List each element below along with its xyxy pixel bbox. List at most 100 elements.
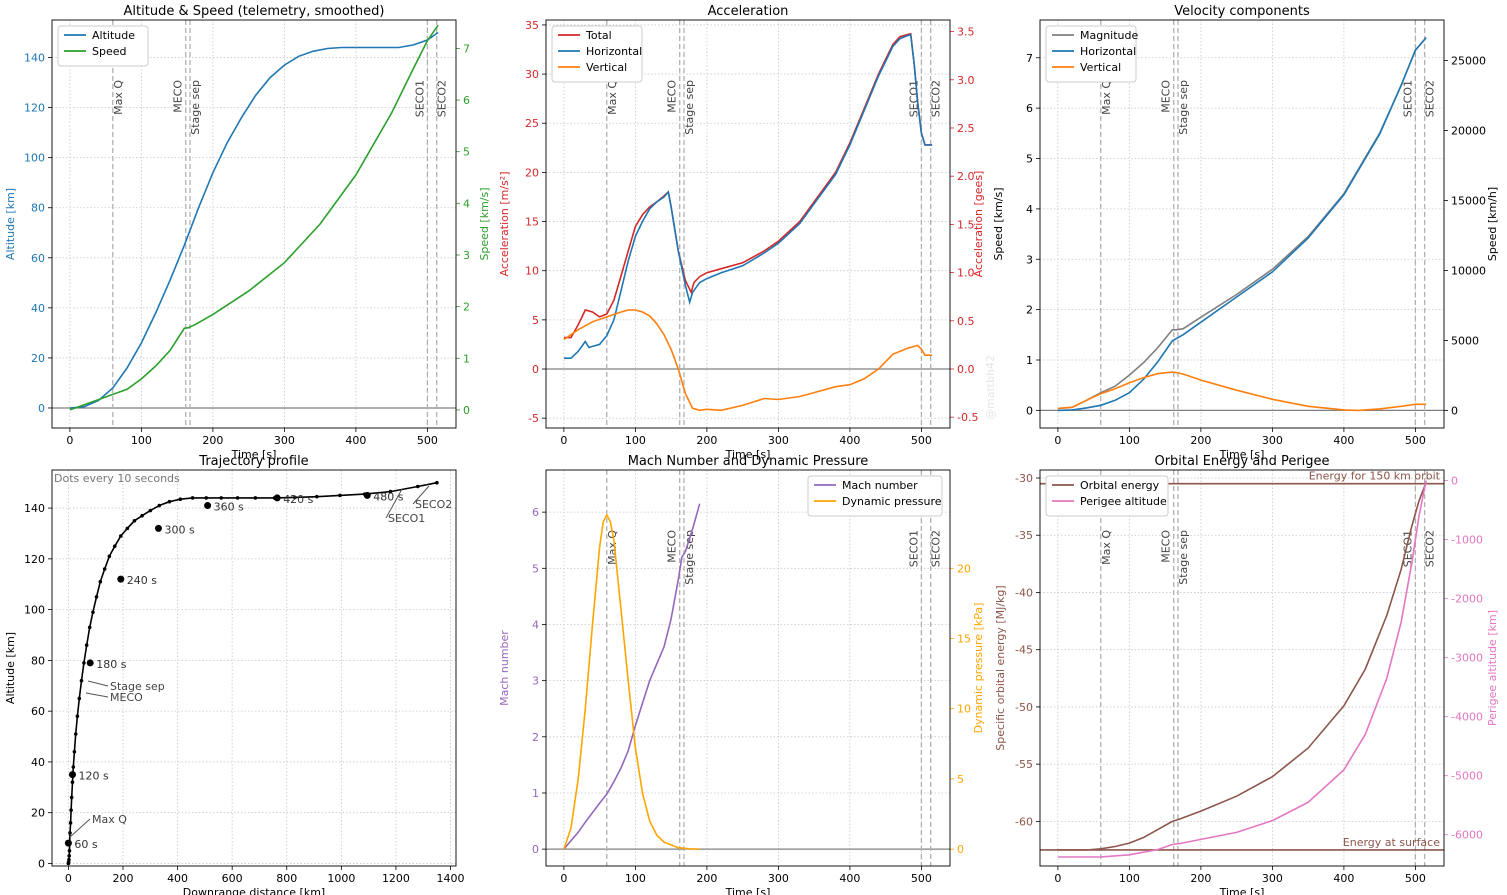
y-right-tick-label: 3.0 (957, 74, 975, 87)
trajectory-dot (235, 496, 240, 500)
annotation-label: SECO2 (415, 498, 452, 511)
event-label: Stage sep (683, 530, 696, 585)
y-right-tick-label: 20000 (1451, 125, 1486, 138)
x-tick-label: 300 (1262, 434, 1283, 447)
y-right-tick-label: 3 (463, 249, 470, 262)
y-tick-label: 5 (1026, 153, 1033, 166)
time-marker (363, 491, 371, 499)
trajectory-dot (70, 780, 75, 785)
time-label: 480 s (373, 490, 403, 503)
trajectory-dot (293, 495, 297, 500)
trajectory-dot (91, 610, 95, 614)
y-right-tick-label: -2000 (1451, 593, 1483, 606)
annotation-label: SECO1 (388, 512, 425, 525)
y-right-tick-label: 0 (957, 843, 964, 856)
y-right-axis-label: Dynamic pressure [kPa] (972, 603, 985, 734)
y-tick-label: -50 (1015, 701, 1033, 714)
event-label: SECO2 (930, 80, 943, 117)
y-right-tick-label: 20 (957, 562, 971, 575)
x-tick-label: 400 (839, 872, 860, 885)
annotation-label: Max Q (92, 813, 127, 826)
legend-label: Total (585, 29, 612, 42)
series-line (563, 32, 933, 339)
trajectory-dot (98, 579, 103, 584)
trajectory-dot (415, 484, 420, 489)
x-tick-label: 300 (1262, 872, 1283, 885)
series-line (1057, 371, 1427, 412)
trajectory-dot (132, 518, 137, 523)
legend: Orbital energy Perigee altitude (1045, 475, 1169, 517)
annotation-arrow (412, 485, 430, 505)
note-label: Dots every 10 seconds (54, 472, 180, 485)
y-right-tick-label: 2.5 (957, 122, 975, 135)
chart-panel-1: Altitude & Speed (telemetry, smoothed) 0 1… (4, 4, 491, 461)
x-tick-label: 400 (345, 434, 366, 447)
y-tick-label: 30 (525, 68, 539, 81)
y-tick-label: 10 (525, 265, 539, 278)
trajectory-dot (314, 494, 319, 499)
y-right-tick-label: 1 (463, 352, 470, 365)
trajectory-dot (157, 503, 162, 508)
y-right-tick-label: 5 (957, 773, 964, 786)
trajectory-dot (219, 496, 224, 500)
y-tick-label: 40 (31, 756, 45, 769)
legend-label: Altitude (92, 29, 135, 42)
x-tick-label: 200 (202, 434, 223, 447)
x-axis-label: Time [s] (725, 448, 771, 461)
y-axis-label: Speed [km/s] (992, 187, 1005, 260)
trajectory-dot (69, 795, 74, 800)
y-tick-label: 100 (24, 604, 45, 617)
event-label: SECO2 (930, 530, 943, 567)
plot-frame (1039, 469, 1445, 867)
time-label: 360 s (214, 501, 244, 514)
series-line (69, 24, 439, 411)
y-tick-label: 6 (1026, 102, 1033, 115)
plot-frame (545, 19, 951, 429)
x-axis-label: Time [s] (725, 886, 771, 895)
y-tick-label: 2 (532, 731, 539, 744)
trajectory-dot (125, 526, 130, 531)
trajectory-dot (67, 848, 72, 853)
x-tick-label: 200 (112, 872, 133, 885)
y-tick-label: 80 (31, 202, 45, 215)
x-tick-label: 500 (1405, 434, 1426, 447)
y-right-tick-label: 1.5 (957, 218, 975, 231)
x-tick-label: 600 (222, 872, 243, 885)
y-tick-label: 1 (1026, 354, 1033, 367)
x-tick-label: 0 (65, 872, 72, 885)
event-label: Stage sep (189, 80, 202, 135)
x-tick-label: 200 (1190, 434, 1211, 447)
y-tick-label: 15 (525, 216, 539, 229)
y-tick-label: 0 (532, 363, 539, 376)
y-right-tick-label: 0.0 (957, 363, 975, 376)
time-marker (64, 839, 72, 847)
chart-panel-2: Acceleration 0 100 200 300 400 500 Time [s] -5 0 5… (498, 4, 985, 461)
y-tick-label: 20 (31, 352, 45, 365)
legend-label: Horizontal (586, 45, 642, 58)
x-tick-label: 400 (839, 434, 860, 447)
y-tick-label: -30 (1015, 472, 1033, 485)
y-tick-label: 35 (525, 19, 539, 32)
event-label: SECO1 (1401, 80, 1414, 117)
plot-frame (51, 19, 457, 429)
y-right-tick-label: 5 (463, 146, 470, 159)
x-tick-label: 100 (1119, 872, 1140, 885)
event-label: MECO (172, 80, 185, 113)
chart-title: Acceleration (708, 4, 789, 19)
trajectory-dot (94, 595, 99, 599)
legend-label: Mach number (842, 479, 918, 492)
trajectory-dot (67, 854, 71, 858)
y-right-tick-label: 0 (463, 404, 470, 417)
annotation-arrow (69, 818, 91, 838)
legend-label: Perigee altitude (1080, 495, 1167, 508)
x-tick-label: 300 (768, 434, 789, 447)
trajectory-dot (338, 493, 342, 498)
x-tick-label: 500 (417, 434, 438, 447)
y-tick-label: 60 (31, 705, 45, 718)
x-tick-label: 100 (1119, 434, 1140, 447)
y-right-tick-label: -6000 (1451, 829, 1483, 842)
x-tick-label: 300 (768, 872, 789, 885)
x-tick-label: 100 (131, 434, 152, 447)
x-tick-label: 200 (696, 872, 717, 885)
x-tick-label: 400 (1333, 872, 1354, 885)
